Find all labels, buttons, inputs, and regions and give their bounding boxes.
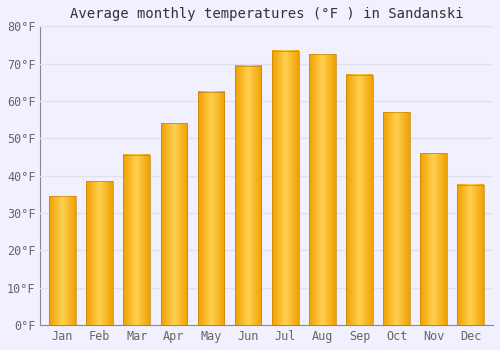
- Bar: [235, 65, 262, 325]
- Bar: [420, 153, 447, 325]
- Title: Average monthly temperatures (°F ) in Sandanski: Average monthly temperatures (°F ) in Sa…: [70, 7, 464, 21]
- Bar: [309, 54, 336, 325]
- Bar: [49, 196, 76, 325]
- Bar: [458, 185, 484, 325]
- Bar: [272, 50, 298, 325]
- Bar: [383, 112, 410, 325]
- Bar: [160, 124, 188, 325]
- Bar: [124, 155, 150, 325]
- Bar: [346, 75, 373, 325]
- Bar: [198, 92, 224, 325]
- Bar: [86, 181, 113, 325]
